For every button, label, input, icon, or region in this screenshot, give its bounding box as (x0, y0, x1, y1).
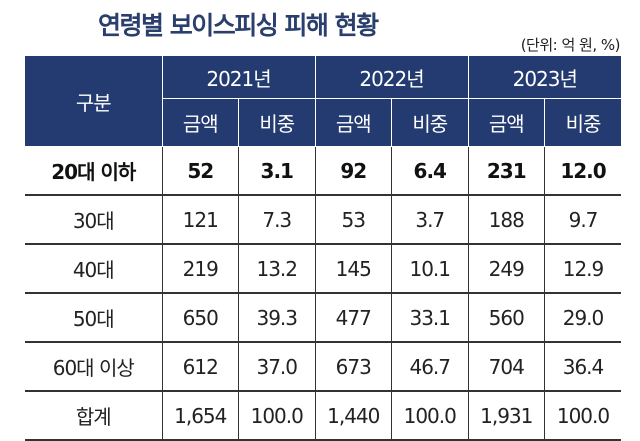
amount-cell: 249 (467, 244, 545, 294)
share-cell: 12.0 (544, 146, 621, 196)
amount-cell: 145 (314, 244, 392, 294)
share-cell: 100.0 (544, 391, 621, 441)
share-cell: 36.4 (544, 342, 621, 392)
amount-cell: 673 (314, 342, 392, 392)
header-share: 비중 (238, 98, 316, 147)
amount-cell: 650 (161, 293, 239, 343)
amount-cell: 219 (161, 244, 239, 294)
share-cell: 29.0 (544, 293, 621, 343)
share-cell: 46.7 (391, 342, 468, 392)
header-year: 2022년 (314, 56, 469, 99)
amount-cell: 121 (161, 195, 239, 245)
table-row: 합계 1,654 100.0 1,440 100.0 1,931 100.0 (25, 391, 621, 441)
row-label: 합계 (25, 391, 162, 441)
amount-cell: 231 (467, 146, 545, 196)
share-cell: 37.0 (238, 342, 315, 392)
share-cell: 13.2 (238, 244, 315, 294)
amount-cell: 477 (314, 293, 392, 343)
row-label: 40대 (25, 244, 162, 294)
share-cell: 3.7 (391, 195, 468, 245)
amount-cell: 92 (314, 146, 392, 196)
share-cell: 39.3 (238, 293, 315, 343)
table-row: 40대 219 13.2 145 10.1 249 12.9 (25, 244, 621, 294)
amount-cell: 1,654 (161, 391, 239, 441)
share-cell: 100.0 (391, 391, 468, 441)
header-share: 비중 (391, 98, 469, 147)
header-amount: 금액 (161, 98, 239, 147)
header-amount: 금액 (314, 98, 392, 147)
row-label: 20대 이하 (25, 146, 162, 196)
header-amount: 금액 (467, 98, 545, 147)
header-category: 구분 (25, 56, 163, 147)
amount-cell: 612 (161, 342, 239, 392)
amount-cell: 188 (467, 195, 545, 245)
header-year: 2023년 (467, 56, 621, 99)
share-cell: 33.1 (391, 293, 468, 343)
share-cell: 12.9 (544, 244, 621, 294)
share-cell: 3.1 (238, 146, 315, 196)
header-share: 비중 (544, 98, 621, 147)
amount-cell: 560 (467, 293, 545, 343)
page-title: 연령별 보이스피싱 피해 현황 (98, 11, 379, 40)
row-label: 60대 이상 (25, 342, 162, 392)
share-cell: 10.1 (391, 244, 468, 294)
amount-cell: 704 (467, 342, 545, 392)
share-cell: 9.7 (544, 195, 621, 245)
row-label: 30대 (25, 195, 162, 245)
share-cell: 6.4 (391, 146, 468, 196)
table-row: 50대 650 39.3 477 33.1 560 29.0 (25, 293, 621, 343)
amount-cell: 52 (161, 146, 239, 196)
table-row: 20대 이하 52 3.1 92 6.4 231 12.0 (25, 146, 621, 196)
row-label: 50대 (25, 293, 162, 343)
unit-note: (단위: 억 원, %) (520, 36, 621, 54)
table-row: 60대 이상 612 37.0 673 46.7 704 36.4 (25, 342, 621, 392)
damage-table: 구분 2021년 2022년 2023년 금액 비중 금액 비중 금액 비중 2… (25, 56, 621, 441)
amount-cell: 1,931 (467, 391, 545, 441)
share-cell: 100.0 (238, 391, 315, 441)
share-cell: 7.3 (238, 195, 315, 245)
amount-cell: 1,440 (314, 391, 392, 441)
amount-cell: 53 (314, 195, 392, 245)
header-year: 2021년 (161, 56, 316, 99)
table-row: 30대 121 7.3 53 3.7 188 9.7 (25, 195, 621, 245)
